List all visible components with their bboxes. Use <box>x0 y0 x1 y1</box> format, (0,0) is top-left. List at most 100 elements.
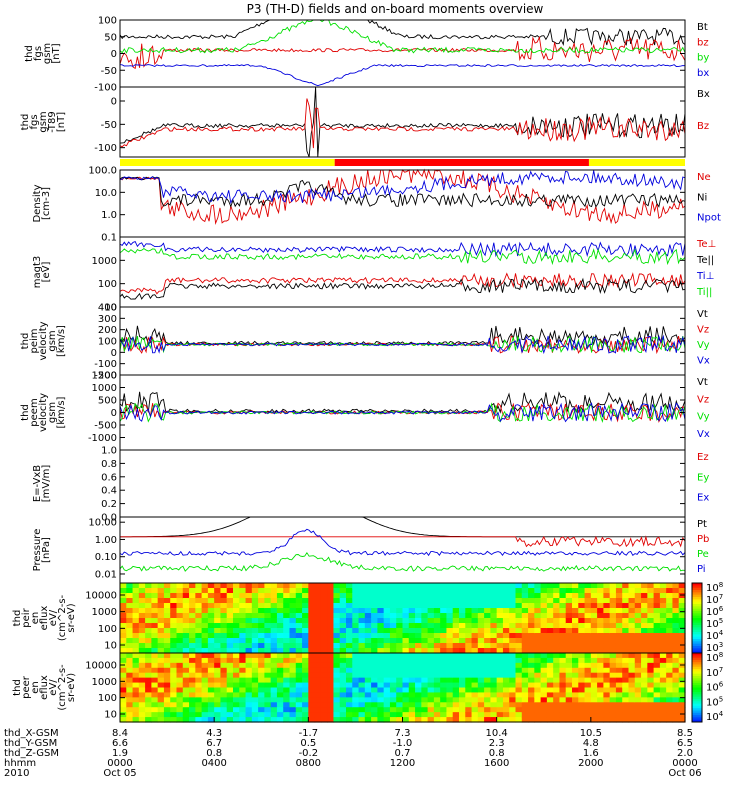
heatmap-cell <box>201 598 209 604</box>
heatmap-cell <box>584 603 592 609</box>
heatmap-cell <box>496 682 504 689</box>
heatmap-cell <box>226 682 234 689</box>
series-fgs_gse-2 <box>119 19 686 54</box>
heatmap-cell <box>377 717 385 723</box>
heatmap-cell <box>295 613 303 619</box>
heatmap-cell <box>578 608 586 614</box>
heatmap-cell <box>408 697 416 703</box>
heatmap-cell <box>132 682 140 689</box>
heatmap-cell <box>333 623 341 629</box>
heatmap-cell <box>371 613 378 619</box>
y-axis-label: [km/s] <box>56 396 67 428</box>
heatmap-cell <box>659 687 667 694</box>
colorbar-segment <box>692 685 702 688</box>
heatmap-cell <box>641 682 648 689</box>
heatmap-cell <box>465 593 473 599</box>
heatmap-cell <box>383 712 391 718</box>
heatmap-cell <box>239 687 247 694</box>
heatmap-cell <box>615 598 623 604</box>
heatmap-cell <box>477 643 485 649</box>
heatmap-cell <box>452 712 460 718</box>
x-tick-label: 7.3 <box>395 728 411 739</box>
heatmap-cell <box>258 633 265 639</box>
colorbar-segment <box>692 662 702 665</box>
heatmap-cell <box>622 643 630 649</box>
heatmap-cell <box>201 618 209 624</box>
y-tick-label: 0 <box>111 49 117 60</box>
heatmap-cell <box>320 692 328 698</box>
heatmap-cell <box>672 677 680 684</box>
heatmap-cell <box>207 593 215 599</box>
heatmap-cell <box>402 633 410 639</box>
heatmap-cell <box>615 618 623 624</box>
heatmap-cell <box>622 687 630 694</box>
heatmap-cell <box>289 583 297 589</box>
heatmap-cell <box>678 687 686 694</box>
heatmap-cell <box>383 648 391 654</box>
heatmap-cell <box>546 593 554 599</box>
heatmap-cell <box>151 707 159 713</box>
heatmap-cell <box>308 672 316 679</box>
heatmap-cell <box>477 687 485 694</box>
heatmap-cell <box>327 643 335 649</box>
heatmap-cell <box>634 712 642 718</box>
heatmap-cell <box>647 672 655 679</box>
heatmap-cell <box>333 697 341 703</box>
heatmap-cell <box>389 717 397 723</box>
heatmap-cell <box>264 618 272 624</box>
y-axis-label: thd <box>20 333 31 350</box>
heatmap-cell <box>283 598 291 604</box>
heatmap-cell <box>258 593 265 599</box>
legend-density-1: Ni <box>697 192 707 203</box>
y-tick-label: -50 <box>101 120 117 131</box>
heatmap-cell <box>615 638 623 644</box>
heatmap-cell <box>226 697 234 703</box>
heatmap-cell <box>603 657 611 664</box>
x-tick-label: 1.9 <box>112 748 128 759</box>
heatmap-cell <box>371 717 378 723</box>
heatmap-cell <box>176 697 184 703</box>
heatmap-cell <box>320 653 328 659</box>
heatmap-cell <box>289 692 297 698</box>
heatmap-cell <box>509 682 517 689</box>
heatmap-cell <box>220 702 228 708</box>
heatmap-cell <box>352 628 360 634</box>
heatmap-cell <box>528 687 535 694</box>
heatmap-cell <box>308 662 316 669</box>
heatmap-cell <box>647 598 655 604</box>
heatmap-cell <box>270 692 278 698</box>
heatmap-cell <box>433 662 441 669</box>
heatmap-cell <box>666 672 674 679</box>
heatmap-cell <box>477 633 485 639</box>
heatmap-cell <box>358 702 366 708</box>
heatmap-cell <box>276 643 284 649</box>
heatmap-cell <box>264 623 272 629</box>
heatmap-cell <box>245 657 253 664</box>
heatmap-cell <box>502 593 510 599</box>
heatmap-cell <box>641 717 648 723</box>
heatmap-cell <box>597 657 604 664</box>
heatmap-cell <box>371 707 378 713</box>
heatmap-cell <box>389 583 397 589</box>
heatmap-cell <box>214 712 222 718</box>
heatmap-cell <box>666 677 674 684</box>
heatmap-cell <box>415 638 422 644</box>
heatmap-cell <box>207 638 215 644</box>
heatmap-cell <box>534 692 542 698</box>
heatmap-cell <box>484 712 491 718</box>
heatmap-cell <box>377 707 385 713</box>
heatmap-cell <box>647 697 655 703</box>
heatmap-cell <box>471 667 479 674</box>
heatmap-cell <box>207 712 215 718</box>
series-pressure-3 <box>119 528 686 557</box>
heatmap-cell <box>245 692 253 698</box>
heatmap-cell <box>371 593 378 599</box>
heatmap-cell <box>502 618 510 624</box>
heatmap-cell <box>597 643 604 649</box>
heatmap-cell <box>396 623 404 629</box>
y-tick-label: 0 <box>111 408 117 419</box>
heatmap-cell <box>264 677 272 684</box>
heatmap-cell <box>572 618 579 624</box>
heatmap-cell <box>440 638 448 644</box>
